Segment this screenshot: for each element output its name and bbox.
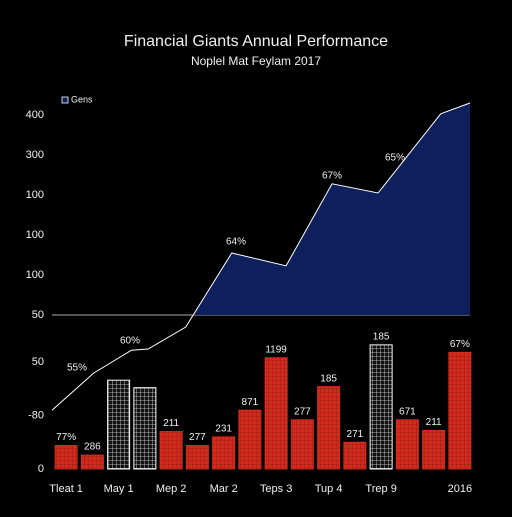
bar (212, 436, 236, 470)
bar-label: 871 (242, 397, 259, 408)
chart-subtitle: Noplel Mat Feylam 2017 (191, 54, 321, 68)
bar (185, 444, 209, 470)
x-tick-label: Mep 2 (156, 483, 187, 495)
y-tick-label: 100 (26, 269, 44, 281)
x-tick-label: 2016 (448, 483, 472, 495)
bar-label: 231 (215, 424, 232, 435)
y-tick-label: 100 (26, 189, 44, 201)
area-fill (52, 103, 470, 315)
y-tick-label: 50 (32, 309, 44, 321)
annotation: 65% (385, 153, 405, 164)
bar (238, 409, 262, 470)
bar-label: 286 (84, 442, 101, 453)
x-tick-label: Trep 9 (365, 483, 396, 495)
x-tick-label: Tleat 1 (49, 483, 83, 495)
bar-label: 277 (294, 406, 311, 417)
bar-label: 211 (163, 418, 179, 429)
bar-label: 67% (450, 339, 470, 350)
bar (264, 357, 288, 470)
annotation: 60% (120, 336, 140, 347)
bar-label: 671 (399, 406, 416, 417)
bar (395, 419, 419, 470)
bar (133, 387, 157, 470)
legend-label: Gens (71, 94, 93, 104)
y-tick-label: 400 (26, 109, 44, 121)
bar (448, 351, 472, 470)
chart-title: Financial Giants Annual Performance (124, 33, 388, 50)
bar-label: 185 (373, 332, 390, 343)
y-tick-label: 300 (26, 149, 44, 161)
bar (422, 429, 446, 470)
annotation: 64% (226, 237, 246, 248)
area-line (51, 102, 471, 411)
y-tick-label: -80 (28, 409, 44, 421)
x-tick-label: May 1 (104, 483, 134, 495)
bar-label: 211 (426, 417, 442, 428)
bar (369, 344, 393, 470)
y-tick-label: 50 (32, 356, 44, 368)
x-tick-label: Teps 3 (260, 483, 292, 495)
bar-label: 185 (320, 373, 337, 384)
bar (290, 419, 314, 470)
bar (343, 441, 367, 470)
legend-swatch (61, 96, 69, 104)
y-tick-label: 100 (26, 229, 44, 241)
bar (159, 431, 183, 470)
bar (107, 379, 131, 470)
x-tick-label: Tup 4 (315, 483, 343, 495)
bar-label: 77% (56, 432, 76, 443)
y-tick-label: 0 (38, 463, 44, 475)
bar (317, 386, 341, 470)
bar (54, 444, 78, 470)
bar-label: 1199 (265, 344, 287, 355)
x-tick-label: Mar 2 (210, 483, 238, 495)
bar-label: 277 (189, 432, 206, 443)
annotation: 67% (322, 171, 342, 182)
bar-label: 271 (347, 429, 364, 440)
bar (80, 454, 104, 470)
annotation: 55% (67, 363, 87, 374)
